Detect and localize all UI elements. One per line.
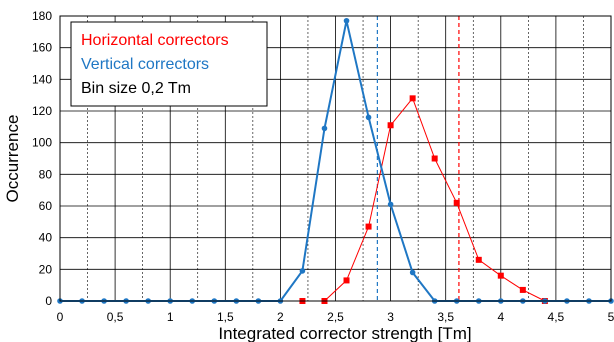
data-point: [365, 114, 372, 121]
legend-box: [70, 21, 268, 107]
x-tick-label: 0,5: [107, 310, 124, 324]
series-line: [302, 97, 546, 302]
y-tick-label: 140: [32, 72, 52, 86]
data-point: [431, 155, 438, 162]
data-point: [321, 125, 328, 132]
x-tick-label: 1,5: [217, 310, 234, 324]
y-tick-label: 180: [32, 9, 52, 23]
x-tick-label: 4,5: [548, 310, 565, 324]
plot-frame: [59, 15, 612, 302]
data-point: [453, 199, 460, 206]
y-tick-label: 40: [39, 231, 53, 245]
y-tick-label: 160: [32, 41, 52, 55]
reference-lines: [376, 16, 460, 301]
x-tick-label: 2,5: [327, 310, 344, 324]
x-axis-label: Integrated corrector strength [Tm]: [218, 324, 471, 342]
data-point: [519, 286, 526, 293]
data-point: [497, 272, 504, 279]
y-tick-labels: 0 20 40 60 80 100 120 140 160 180: [32, 9, 52, 308]
x-tick-label: 3,5: [437, 310, 454, 324]
x-tick-label: 4: [497, 310, 504, 324]
series-horizontal: [299, 95, 548, 304]
x-tick-label: 1: [167, 310, 174, 324]
data-point: [343, 277, 350, 284]
y-tick-label: 80: [39, 167, 53, 181]
legend-entry-vertical: Vertical correctors: [81, 56, 209, 73]
y-tick-label: 100: [32, 136, 52, 150]
y-tick-label: 20: [39, 262, 53, 276]
legend-entry-horizontal: Horizontal correctors: [81, 32, 229, 49]
y-axis-label: Occurrence: [3, 115, 22, 203]
data-point: [409, 95, 416, 102]
x-tick-label: 3: [387, 310, 394, 324]
data-point: [343, 17, 350, 24]
x-tick-label: 0: [57, 310, 64, 324]
data-point: [365, 223, 372, 230]
y-tick-label: 120: [32, 104, 52, 118]
data-point: [387, 122, 394, 129]
legend: Horizontal correctors Vertical corrector…: [70, 21, 268, 107]
x-tick-labels: 0 0,5 1 1,5 2 2,5 3 3,5 4 4,5 5: [57, 310, 614, 324]
x-tick-label: 2: [277, 310, 284, 324]
data-point: [299, 268, 306, 274]
data-point: [409, 269, 416, 276]
y-tick-label: 60: [39, 199, 53, 213]
y-tick-label: 0: [45, 294, 52, 308]
x-tick-label: 5: [608, 310, 614, 324]
bin-size-annotation: Bin size 0,2 Tm: [81, 80, 191, 97]
data-point: [387, 201, 394, 208]
data-point: [475, 256, 482, 263]
